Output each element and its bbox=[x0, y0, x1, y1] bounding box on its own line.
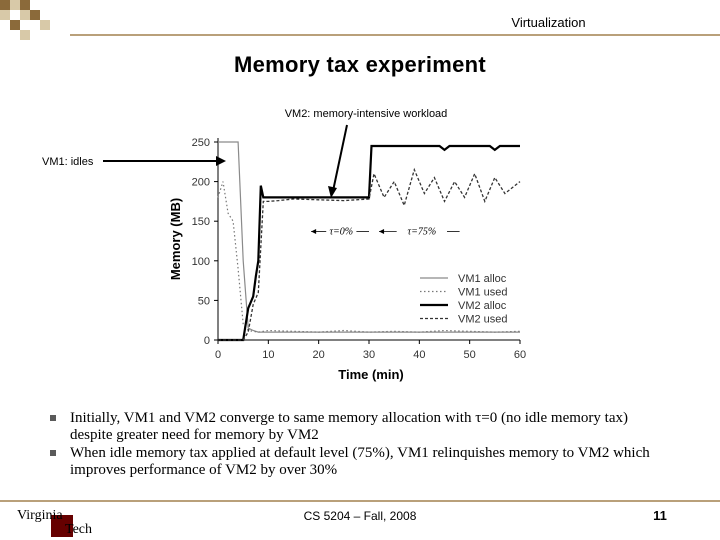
y-tick-label: 250 bbox=[192, 137, 210, 149]
vm1-callout-label: VM1: idles bbox=[42, 156, 94, 168]
y-tick-label: 0 bbox=[204, 335, 210, 347]
bullet-text: When idle memory tax applied at default … bbox=[70, 445, 650, 478]
legend-label: VM2 used bbox=[458, 314, 508, 326]
bullet-text: Initially, VM1 and VM2 converge to same … bbox=[70, 410, 628, 443]
series-vm1-alloc bbox=[218, 141, 520, 333]
series-vm2-alloc bbox=[218, 144, 520, 342]
x-tick-label: 20 bbox=[313, 349, 325, 361]
x-tick-label: 40 bbox=[413, 349, 425, 361]
legend-label: VM2 alloc bbox=[458, 300, 507, 312]
bullet-item: When idle memory tax applied at default … bbox=[50, 445, 670, 479]
x-tick-label: 10 bbox=[262, 349, 274, 361]
section-label: Virtualization bbox=[511, 15, 586, 30]
chart-series-layer bbox=[217, 141, 521, 342]
logo-text-bottom: Tech bbox=[65, 522, 92, 537]
y-tick-label: 200 bbox=[192, 177, 210, 189]
vm2-callout-arrowhead bbox=[328, 186, 337, 198]
y-tick-label: 50 bbox=[198, 295, 210, 307]
chart-axes: 0 10 20 30 40 50 60 0 50 100 150 200 250 Time (min) Me… bbox=[168, 137, 526, 382]
footer-rule bbox=[0, 500, 720, 502]
course-footer: CS 5204 – Fall, 2008 bbox=[303, 509, 417, 523]
series-vm2-used bbox=[218, 167, 521, 341]
chart-annotations: τ=0% τ=75% VM2: memory-intensive workload V… bbox=[42, 108, 460, 238]
y-axis-label: Memory (MB) bbox=[168, 198, 183, 280]
x-axis-label: Time (min) bbox=[338, 367, 404, 382]
x-tick-label: 60 bbox=[514, 349, 526, 361]
bullet-square-icon bbox=[50, 415, 56, 421]
legend-label: VM1 alloc bbox=[458, 273, 507, 285]
tau-zero-label: τ=0% bbox=[329, 227, 353, 238]
virginia-tech-logo: Virginia Tech bbox=[17, 508, 92, 537]
page-number: 11 bbox=[653, 508, 667, 523]
x-tick-label: 0 bbox=[215, 349, 221, 361]
tau-zero-arrowhead bbox=[311, 228, 317, 234]
header-checker-decoration bbox=[0, 0, 50, 40]
bullet-square-icon bbox=[50, 450, 56, 456]
memory-chart: 0 10 20 30 40 50 60 0 50 100 150 200 250 Time (min) Me… bbox=[42, 108, 526, 382]
bullet-item: Initially, VM1 and VM2 converge to same … bbox=[50, 410, 670, 444]
bullet-list: Initially, VM1 and VM2 converge to same … bbox=[50, 410, 670, 480]
y-tick-label: 150 bbox=[192, 216, 210, 228]
vm1-callout-arrowhead bbox=[216, 156, 226, 166]
x-tick-label: 30 bbox=[363, 349, 375, 361]
vm2-callout-label: VM2: memory-intensive workload bbox=[285, 108, 448, 120]
tau-75-arrowhead bbox=[379, 228, 385, 234]
x-tick-label: 50 bbox=[464, 349, 476, 361]
vm2-callout-arrow bbox=[332, 124, 348, 192]
y-tick-label: 100 bbox=[192, 256, 210, 268]
slide-title: Memory tax experiment bbox=[233, 52, 487, 77]
legend-label: VM1 used bbox=[458, 287, 508, 299]
tau-75-label: τ=75% bbox=[408, 227, 437, 238]
logo-text-top: Virginia bbox=[17, 508, 63, 523]
header-rule bbox=[70, 34, 720, 36]
